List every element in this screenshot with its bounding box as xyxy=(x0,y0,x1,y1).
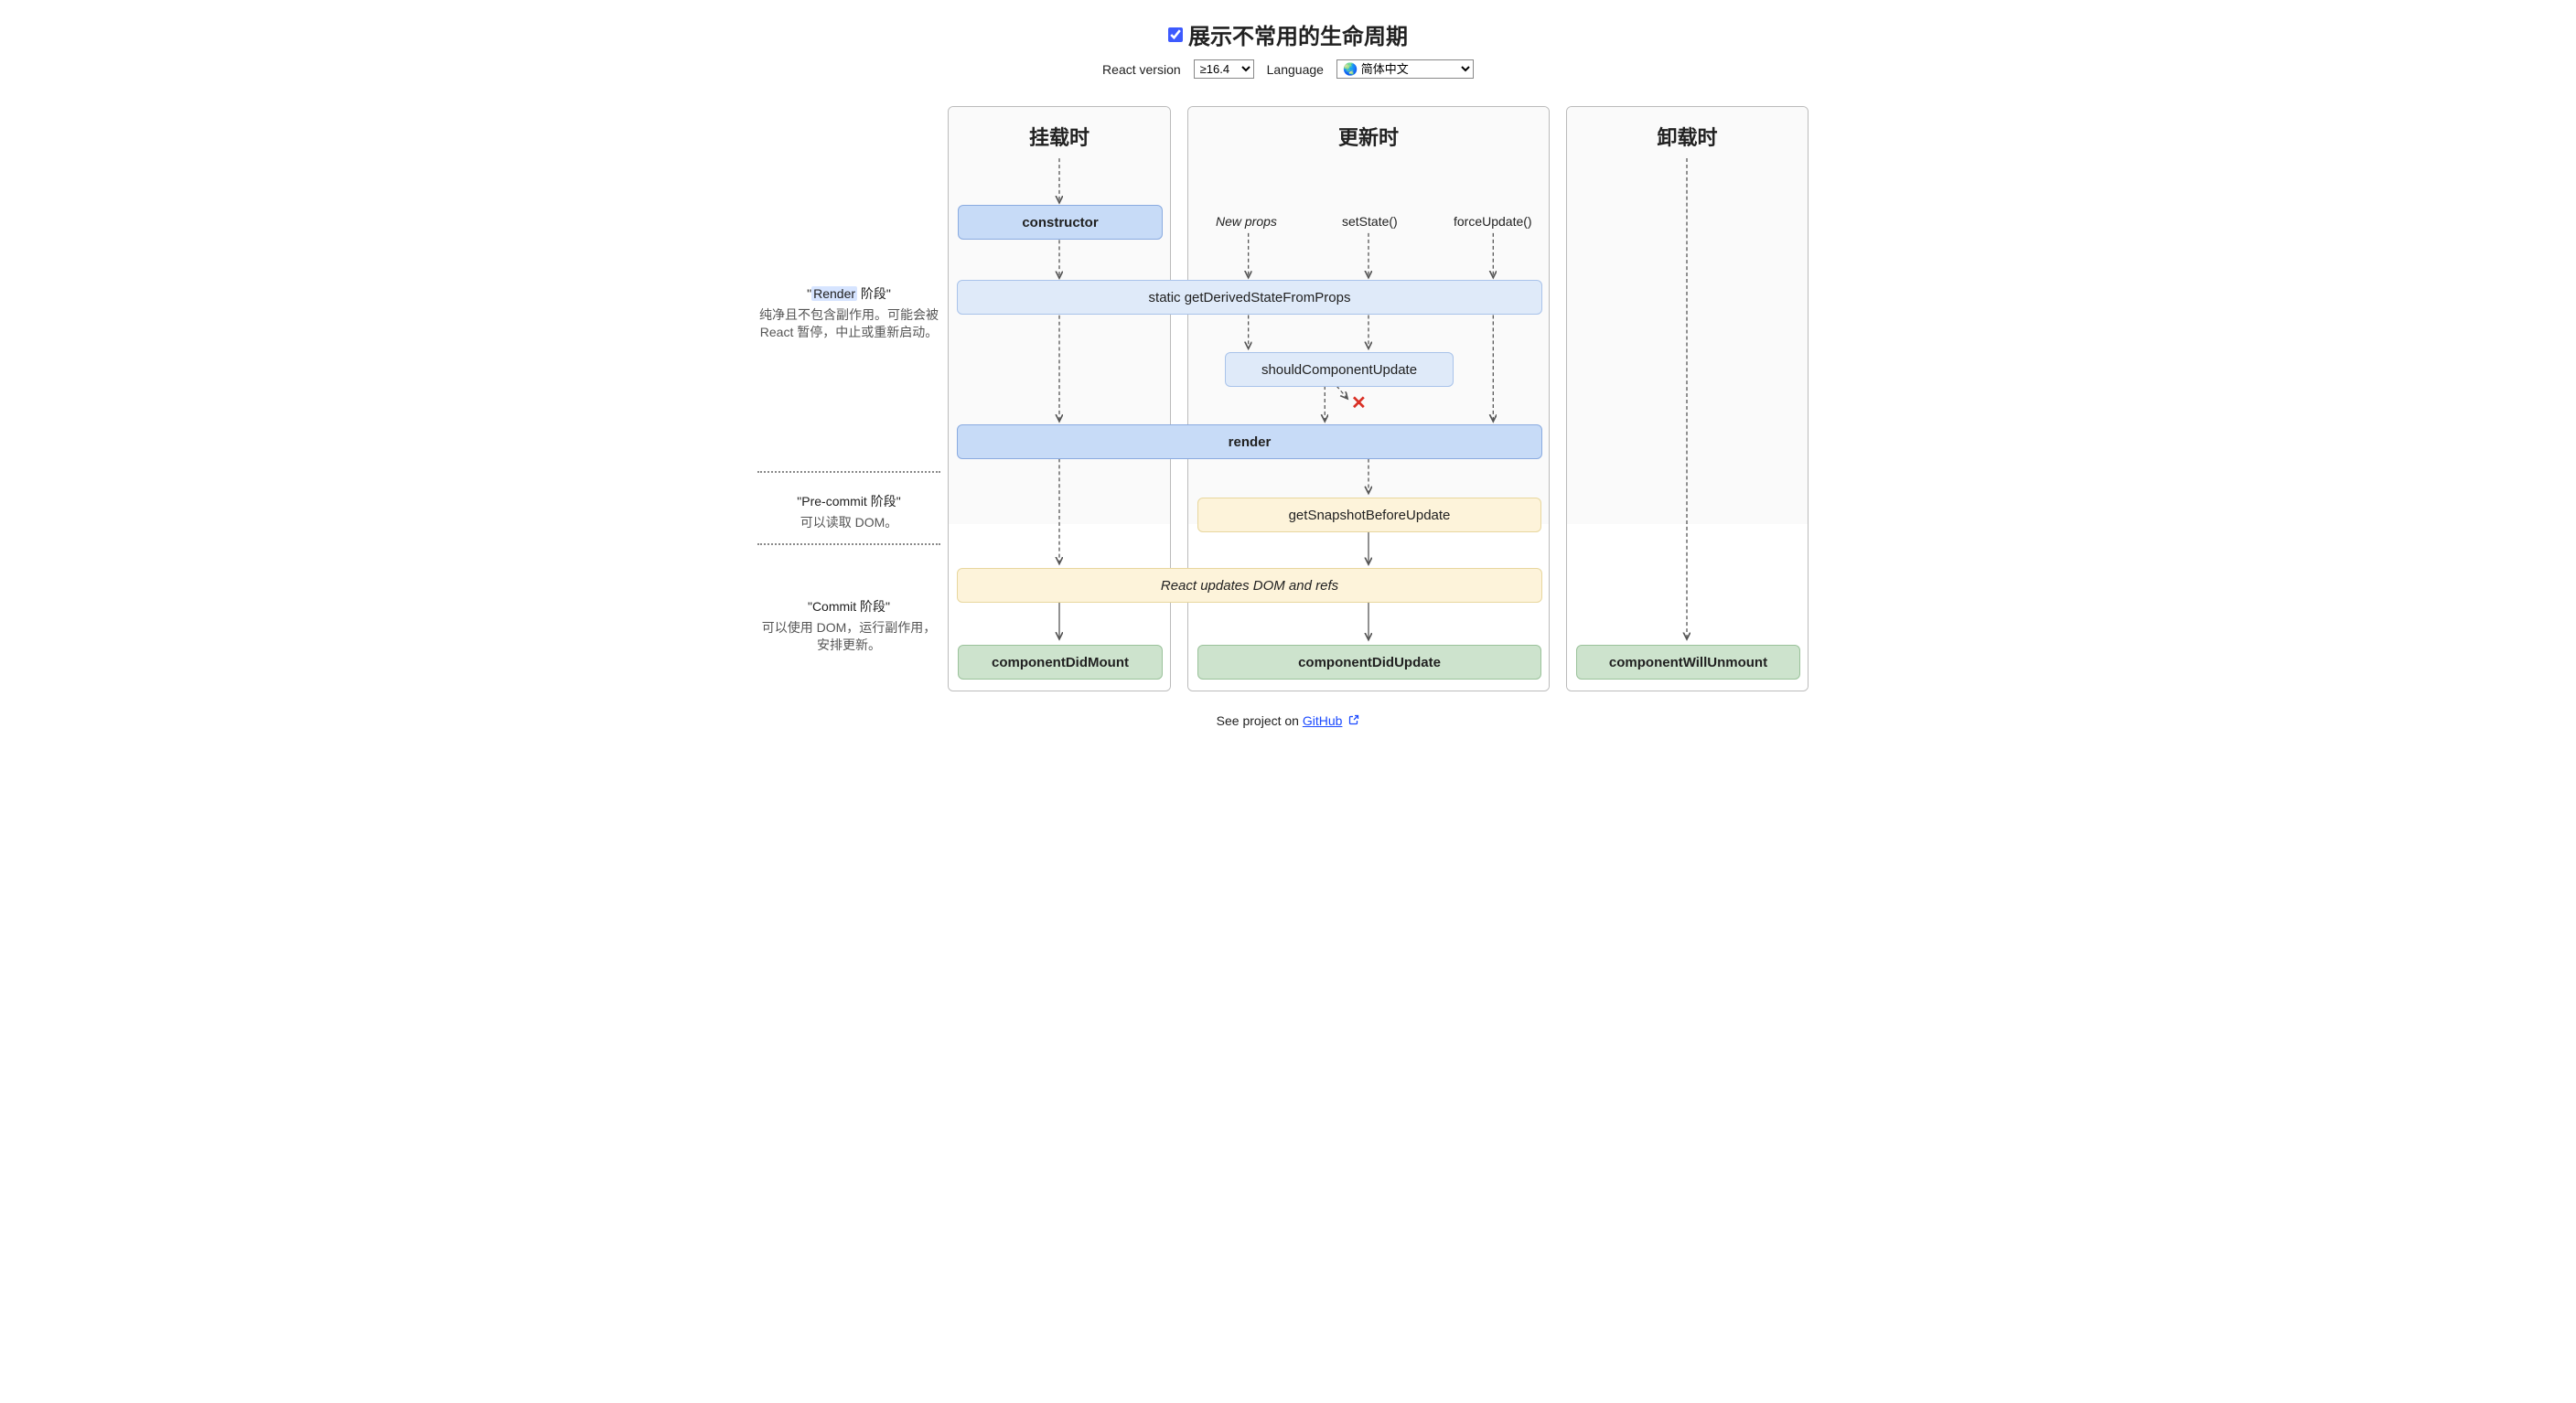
col-unmount: 卸载时 componentWillUnmount xyxy=(1566,106,1809,691)
scu-false-x-icon: ✕ xyxy=(1351,391,1367,414)
phase-sep-1 xyxy=(757,471,940,473)
footer: See project on GitHub xyxy=(602,713,1974,728)
toggle-uncommon-checkbox[interactable] xyxy=(1168,27,1183,42)
phase-render: "Render 阶段" 纯净且不包含副作用。可能会被 React 暂停，中止或重… xyxy=(757,284,940,341)
method-getDerivedStateFromProps[interactable]: static getDerivedStateFromProps xyxy=(957,280,1542,315)
col-update: 更新时 New props setState() forceUpdate() xyxy=(1187,106,1550,691)
phase-commit: "Commit 阶段" 可以使用 DOM，运行副作用，安排更新。 xyxy=(757,597,940,654)
col-mount: 挂载时 constructor componentDidMount xyxy=(948,106,1171,691)
method-shouldComponentUpdate[interactable]: shouldComponentUpdate xyxy=(1225,352,1454,387)
footer-prefix: See project on xyxy=(1217,713,1303,728)
language-select[interactable]: 🌏 简体中文 xyxy=(1336,59,1474,79)
method-constructor[interactable]: constructor xyxy=(958,205,1163,240)
method-render[interactable]: render xyxy=(957,424,1542,459)
trigger-force-update: forceUpdate() xyxy=(1454,214,1532,229)
phase-sep-2 xyxy=(757,543,940,545)
trigger-new-props: New props xyxy=(1216,214,1277,229)
col-mount-heading: 挂载时 xyxy=(949,122,1170,151)
language-label: Language xyxy=(1267,62,1324,77)
title-row: 展示不常用的生命周期 xyxy=(602,18,1974,50)
lifecycle-diagram: "Render 阶段" 纯净且不包含副作用。可能会被 React 暂停，中止或重… xyxy=(602,106,1974,691)
external-link-icon xyxy=(1348,713,1359,728)
trigger-set-state: setState() xyxy=(1342,214,1398,229)
version-label: React version xyxy=(1102,62,1181,77)
controls-row: React version ≥16.4 Language 🌏 简体中文 xyxy=(602,59,1974,79)
react-updates-dom: React updates DOM and refs xyxy=(957,568,1542,603)
page-title: 展示不常用的生命周期 xyxy=(1188,18,1408,50)
github-link[interactable]: GitHub xyxy=(1303,713,1343,728)
method-componentDidUpdate[interactable]: componentDidUpdate xyxy=(1197,645,1541,680)
method-componentDidMount[interactable]: componentDidMount xyxy=(958,645,1163,680)
method-getSnapshotBeforeUpdate[interactable]: getSnapshotBeforeUpdate xyxy=(1197,498,1541,532)
col-unmount-heading: 卸载时 xyxy=(1567,122,1808,151)
col-update-heading: 更新时 xyxy=(1188,122,1549,151)
phase-precommit: "Pre-commit 阶段" 可以读取 DOM。 xyxy=(757,492,940,531)
method-componentWillUnmount[interactable]: componentWillUnmount xyxy=(1576,645,1800,680)
version-select[interactable]: ≥16.4 xyxy=(1194,59,1254,79)
